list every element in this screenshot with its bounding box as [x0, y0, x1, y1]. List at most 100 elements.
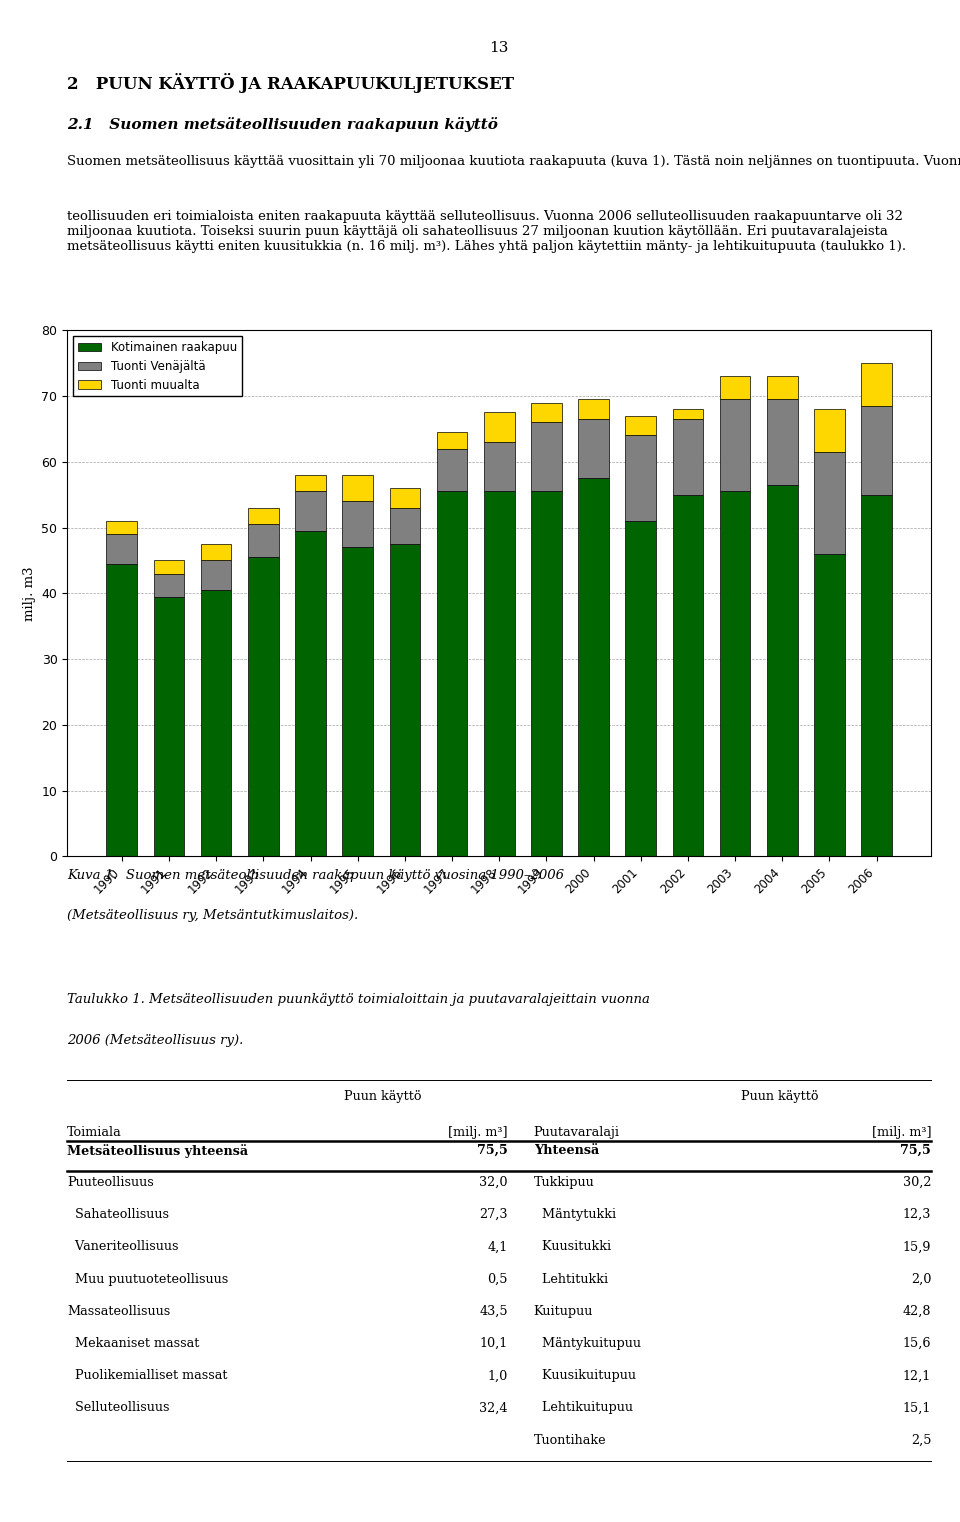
- Text: [milj. m³]: [milj. m³]: [872, 1126, 931, 1138]
- Bar: [767, 399, 798, 486]
- Text: Massateollisuus: Massateollisuus: [67, 1304, 171, 1318]
- Bar: [861, 364, 892, 406]
- Bar: [390, 508, 420, 543]
- Text: 2006 (Metsäteollisuus ry).: 2006 (Metsäteollisuus ry).: [67, 1033, 244, 1047]
- Text: Mäntytukki: Mäntytukki: [534, 1208, 616, 1221]
- Bar: [814, 409, 845, 452]
- Bar: [248, 508, 278, 524]
- Text: 12,3: 12,3: [902, 1208, 931, 1221]
- Bar: [578, 419, 609, 478]
- Text: 15,6: 15,6: [902, 1336, 931, 1350]
- Text: 42,8: 42,8: [902, 1304, 931, 1318]
- Text: 2.1   Suomen metsäteollisuuden raakapuun käyttö: 2.1 Suomen metsäteollisuuden raakapuun k…: [67, 117, 498, 132]
- Bar: [484, 492, 515, 857]
- Text: 75,5: 75,5: [477, 1143, 508, 1157]
- Bar: [673, 495, 704, 857]
- Bar: [484, 441, 515, 492]
- Text: Lehtitukki: Lehtitukki: [534, 1272, 608, 1286]
- Text: 2   PUUN KÄYTTÖ JA RAAKAPUUKULJETUKSET: 2 PUUN KÄYTTÖ JA RAAKAPUUKULJETUKSET: [67, 73, 515, 93]
- Bar: [154, 597, 184, 857]
- Text: Muu puutuoteteollisuus: Muu puutuoteteollisuus: [67, 1272, 228, 1286]
- Bar: [343, 475, 373, 501]
- Bar: [673, 409, 704, 419]
- Bar: [625, 416, 656, 435]
- Bar: [295, 531, 325, 857]
- Bar: [248, 524, 278, 557]
- Text: 43,5: 43,5: [479, 1304, 508, 1318]
- Y-axis label: milj. m3: milj. m3: [23, 566, 36, 621]
- Text: 27,3: 27,3: [479, 1208, 508, 1221]
- Bar: [390, 543, 420, 857]
- Bar: [625, 435, 656, 521]
- Text: Tuontihake: Tuontihake: [534, 1434, 607, 1447]
- Text: 10,1: 10,1: [480, 1336, 508, 1350]
- Text: 15,9: 15,9: [902, 1240, 931, 1254]
- Bar: [720, 492, 751, 857]
- Text: 32,0: 32,0: [479, 1177, 508, 1189]
- Bar: [437, 492, 468, 857]
- Text: 1,0: 1,0: [488, 1370, 508, 1382]
- Bar: [390, 489, 420, 508]
- Bar: [861, 406, 892, 495]
- Bar: [767, 376, 798, 399]
- Text: 13: 13: [490, 41, 509, 55]
- Text: 30,2: 30,2: [902, 1177, 931, 1189]
- Text: Selluteollisuus: Selluteollisuus: [67, 1402, 170, 1414]
- Bar: [720, 399, 751, 492]
- Text: Vaneriteollisuus: Vaneriteollisuus: [67, 1240, 179, 1254]
- Bar: [673, 419, 704, 495]
- Text: Lehtikuitupuu: Lehtikuitupuu: [534, 1402, 633, 1414]
- Text: 2,0: 2,0: [911, 1272, 931, 1286]
- Text: Sahateollisuus: Sahateollisuus: [67, 1208, 169, 1221]
- Bar: [343, 548, 373, 857]
- Text: Tukkipuu: Tukkipuu: [534, 1177, 594, 1189]
- Text: Puun käyttö: Puun käyttö: [741, 1090, 819, 1103]
- Bar: [531, 403, 562, 422]
- Bar: [107, 521, 137, 534]
- Bar: [343, 501, 373, 548]
- Text: Mäntykuitupuu: Mäntykuitupuu: [534, 1336, 640, 1350]
- Text: Yhteensä: Yhteensä: [534, 1143, 599, 1157]
- Text: Puuteollisuus: Puuteollisuus: [67, 1177, 154, 1189]
- Text: (Metsäteollisuus ry, Metsäntutkimuslaitos).: (Metsäteollisuus ry, Metsäntutkimuslaito…: [67, 909, 358, 922]
- Bar: [720, 376, 751, 399]
- Bar: [201, 591, 231, 857]
- Bar: [295, 475, 325, 492]
- Bar: [861, 495, 892, 857]
- Text: 75,5: 75,5: [900, 1143, 931, 1157]
- Text: Taulukko 1. Metsäteollisuuden puunkäyttö toimialoittain ja puutavaralajeittain v: Taulukko 1. Metsäteollisuuden puunkäyttö…: [67, 992, 650, 1006]
- Text: 2,5: 2,5: [911, 1434, 931, 1447]
- Bar: [154, 560, 184, 574]
- Bar: [578, 399, 609, 419]
- Bar: [201, 560, 231, 591]
- Text: 0,5: 0,5: [488, 1272, 508, 1286]
- Bar: [625, 521, 656, 857]
- Text: Kuva 1.  Suomen metsäteollisuuden raakapuun käyttö vuosina 1990–2006: Kuva 1. Suomen metsäteollisuuden raakapu…: [67, 869, 564, 883]
- Text: Puun käyttö: Puun käyttö: [344, 1090, 421, 1103]
- Text: 12,1: 12,1: [903, 1370, 931, 1382]
- Text: 32,4: 32,4: [479, 1402, 508, 1414]
- Bar: [154, 574, 184, 597]
- Bar: [248, 557, 278, 857]
- Text: [milj. m³]: [milj. m³]: [448, 1126, 508, 1138]
- Text: Kuusikuitupuu: Kuusikuitupuu: [534, 1370, 636, 1382]
- Bar: [814, 452, 845, 554]
- Bar: [578, 478, 609, 857]
- Text: Mekaaniset massat: Mekaaniset massat: [67, 1336, 200, 1350]
- Text: Kuusitukki: Kuusitukki: [534, 1240, 611, 1254]
- Bar: [107, 534, 137, 563]
- Text: Puolikemialliset massat: Puolikemialliset massat: [67, 1370, 228, 1382]
- Legend: Kotimainen raakapuu, Tuonti Venäjältä, Tuonti muualta: Kotimainen raakapuu, Tuonti Venäjältä, T…: [73, 336, 242, 396]
- Bar: [437, 432, 468, 449]
- Bar: [814, 554, 845, 857]
- Bar: [437, 449, 468, 492]
- Bar: [484, 412, 515, 441]
- Bar: [767, 486, 798, 857]
- Bar: [201, 543, 231, 560]
- Text: Puutavaralaji: Puutavaralaji: [534, 1126, 620, 1138]
- Bar: [531, 492, 562, 857]
- Text: Toimiala: Toimiala: [67, 1126, 122, 1138]
- Bar: [531, 422, 562, 492]
- Text: Metsäteollisuus yhteensä: Metsäteollisuus yhteensä: [67, 1143, 249, 1158]
- Bar: [295, 492, 325, 531]
